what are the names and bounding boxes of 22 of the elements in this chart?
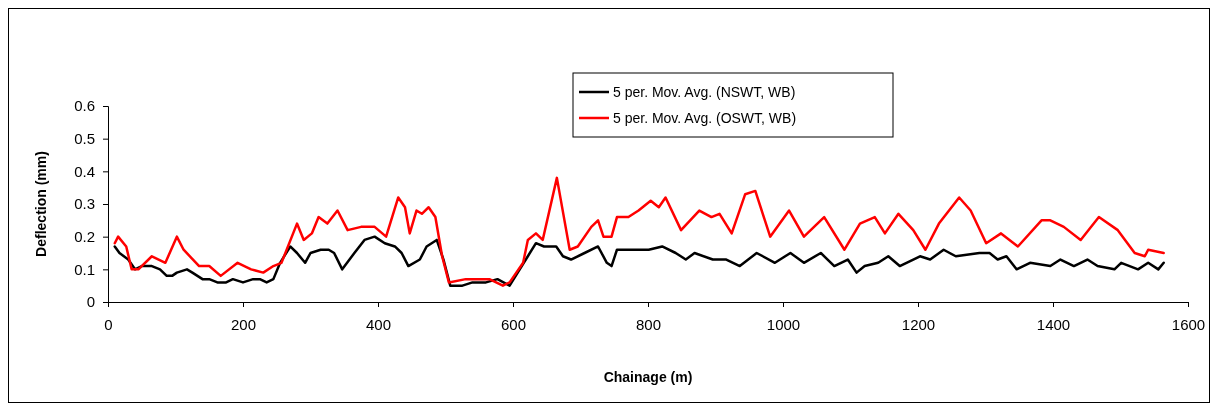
y-tick-label: 0.4 <box>74 162 95 180</box>
y-tick-label: 0.6 <box>74 97 95 115</box>
line-series <box>113 176 1165 287</box>
x-axis-title: Chainage (m) <box>603 369 693 385</box>
y-tick-label: 0.2 <box>74 227 95 245</box>
line-series <box>113 235 1165 287</box>
legend-label: 5 per. Mov. Avg. (OSWT, WB) <box>613 110 797 126</box>
x-tick-label: 600 <box>500 315 527 333</box>
y-tick-label: 0 <box>86 293 95 311</box>
x-tick-label: 1400 <box>1036 315 1071 333</box>
y-axis-title: Deflection (mm) <box>33 151 49 257</box>
x-tick-label: 1000 <box>766 315 801 333</box>
x-tick-label: 0 <box>104 315 113 333</box>
y-tick-label: 0.1 <box>74 260 95 278</box>
x-tick-label: 800 <box>635 315 662 333</box>
x-tick-label: 200 <box>230 315 257 333</box>
legend-label: 5 per. Mov. Avg. (NSWT, WB) <box>613 84 796 100</box>
y-tick-label: 0.3 <box>74 195 95 213</box>
x-tick-label: 1200 <box>901 315 936 333</box>
x-tick-label: 400 <box>365 315 392 333</box>
x-tick-label: 1600 <box>1171 315 1206 333</box>
y-tick-label: 0.5 <box>74 129 95 147</box>
